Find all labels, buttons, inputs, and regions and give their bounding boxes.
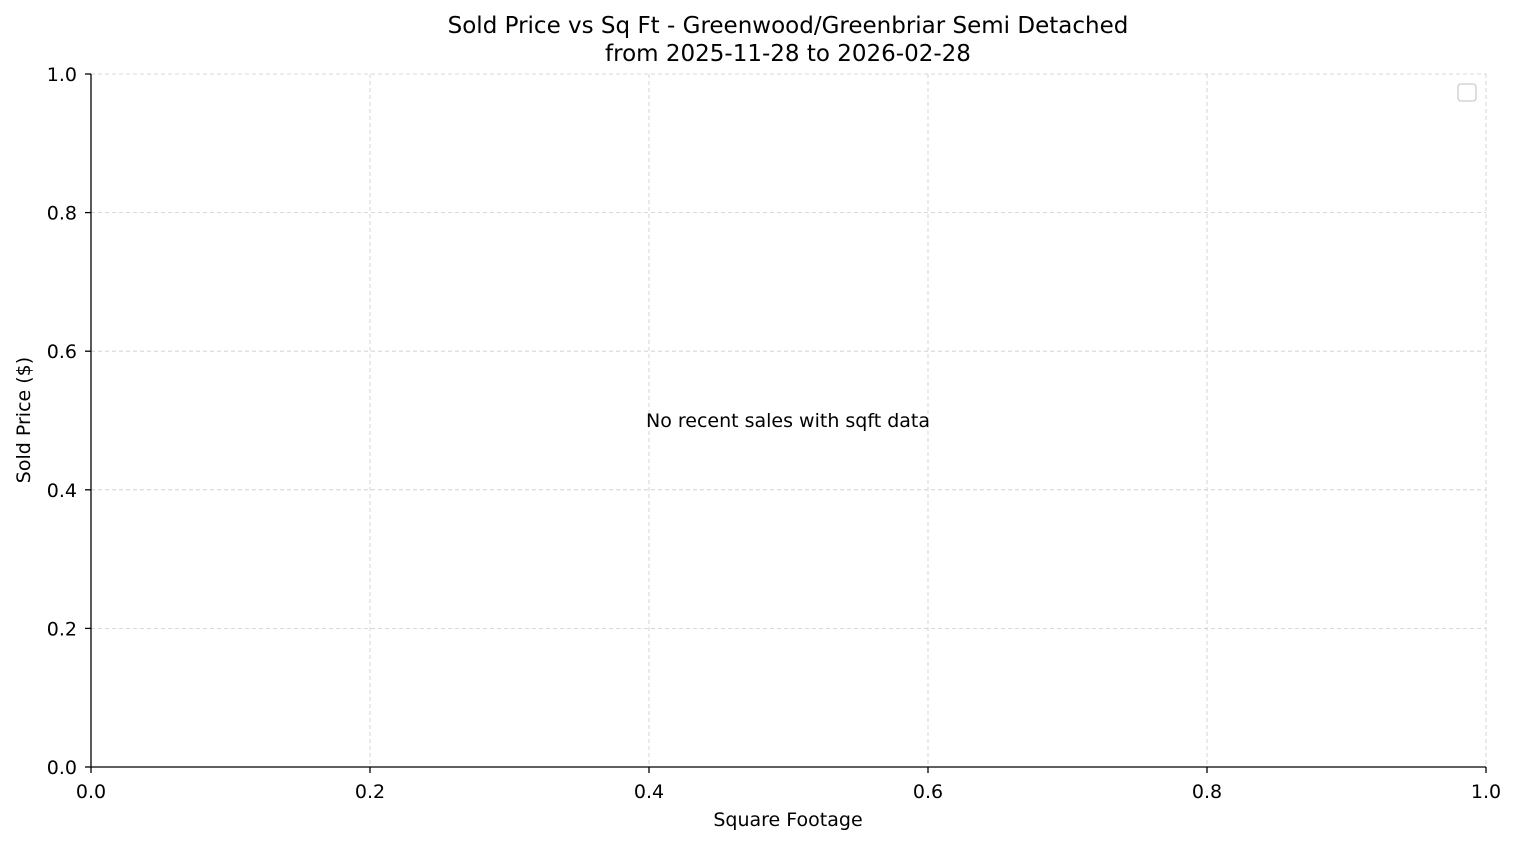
y-tick-label: 0.6 <box>47 341 77 363</box>
x-tick-label: 0.0 <box>76 781 106 803</box>
chart-subtitle: from 2025-11-28 to 2026-02-28 <box>605 41 971 67</box>
chart-title: Sold Price vs Sq Ft - Greenwood/Greenbri… <box>448 13 1129 39</box>
y-axis-ticks: 0.0 0.2 0.4 0.6 0.8 1.0 <box>47 64 91 779</box>
x-tick-label: 1.0 <box>1471 781 1501 803</box>
y-axis-label: Sold Price ($) <box>13 357 35 483</box>
x-tick-label: 0.8 <box>1192 781 1222 803</box>
x-axis-ticks: 0.0 0.2 0.4 0.6 0.8 1.0 <box>76 767 1501 803</box>
x-tick-label: 0.6 <box>913 781 943 803</box>
grid-lines <box>90 73 1487 768</box>
y-tick-label: 0.0 <box>47 757 77 779</box>
x-axis-label: Square Footage <box>713 809 862 831</box>
no-data-annotation: No recent sales with sqft data <box>646 410 930 432</box>
legend-box <box>1457 83 1477 102</box>
y-tick-label: 0.4 <box>47 480 77 502</box>
y-tick-label: 0.8 <box>47 203 77 225</box>
y-tick-label: 1.0 <box>47 64 77 86</box>
y-tick-label: 0.2 <box>47 618 77 640</box>
x-tick-label: 0.2 <box>355 781 385 803</box>
x-tick-label: 0.4 <box>634 781 664 803</box>
